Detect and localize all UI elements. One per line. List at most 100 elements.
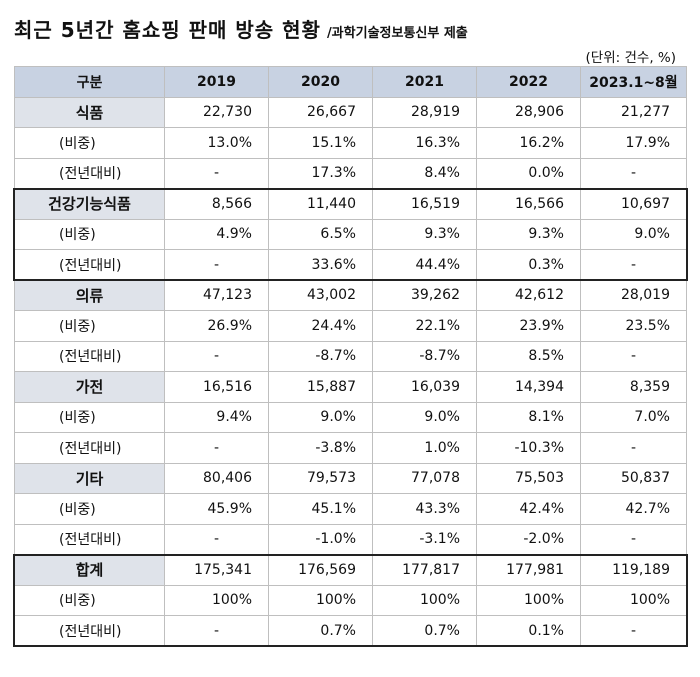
table-cell: 0.3%: [476, 249, 581, 281]
table-cell: 43,002: [268, 279, 373, 311]
table-cell: -10.3%: [476, 432, 581, 464]
table-cell: -8.7%: [268, 340, 373, 372]
sub-label: (비중): [14, 401, 165, 433]
share-row: (비중) 9.4% 9.0% 9.0% 8.1% 7.0%: [14, 401, 687, 433]
sub-label: (전년대비): [14, 157, 165, 189]
table-cell: 16.2%: [476, 127, 581, 159]
table-cell: 77,078: [372, 462, 477, 494]
table-cell: -3.8%: [268, 432, 373, 464]
table-cell: 28,906: [476, 96, 581, 128]
subtitle-text: /과학기술정보통신부 제출: [326, 26, 468, 41]
share-row: (비중) 45.9% 45.1% 43.3% 42.4% 42.7%: [14, 493, 687, 525]
table-cell: 8.4%: [372, 157, 477, 189]
table-cell: 0.7%: [372, 615, 477, 647]
table-cell: 16,039: [372, 371, 477, 403]
table-cell: 23.9%: [476, 310, 581, 342]
table-cell: 26.9%: [164, 310, 269, 342]
table-cell: 45.9%: [164, 493, 269, 525]
table-cell: 22.1%: [372, 310, 477, 342]
table-cell: 9.3%: [372, 218, 477, 250]
header-category: 구분: [14, 66, 165, 98]
table-cell: 28,019: [580, 279, 687, 311]
table-cell: 15.1%: [268, 127, 373, 159]
table-cell: -: [580, 432, 687, 464]
table-cell: 100%: [476, 584, 581, 616]
title-text: 최근 5년간 홈쇼핑 판매 방송 현황: [14, 18, 321, 42]
table-cell: -8.7%: [372, 340, 477, 372]
table-cell: 100%: [372, 584, 477, 616]
sales-table: 구분 2019 2020 2021 2022 2023.1~8월 식품 22,73…: [14, 66, 687, 647]
table-cell: 0.1%: [476, 615, 581, 647]
table-cell: 0.7%: [268, 615, 373, 647]
table-cell: 11,440: [268, 188, 373, 220]
table-cell: 75,503: [476, 462, 581, 494]
header-row: 구분 2019 2020 2021 2022 2023.1~8월: [14, 66, 687, 98]
table-cell: 6.5%: [268, 218, 373, 250]
category-row: 의류 47,123 43,002 39,262 42,612 28,019: [14, 279, 687, 311]
table-cell: 22,730: [164, 96, 269, 128]
table-cell: 177,981: [476, 554, 581, 586]
table-cell: 16,519: [372, 188, 477, 220]
table-cell: 80,406: [164, 462, 269, 494]
table-cell: -3.1%: [372, 523, 477, 555]
sub-label: (비중): [14, 310, 165, 342]
table-cell: 14,394: [476, 371, 581, 403]
table-cell: -: [580, 340, 687, 372]
header-2019: 2019: [164, 66, 269, 98]
table-cell: 7.0%: [580, 401, 687, 433]
category-label: 식품: [14, 96, 165, 128]
header-2022: 2022: [476, 66, 581, 98]
table-cell: -: [164, 340, 269, 372]
table-cell: 100%: [164, 584, 269, 616]
table-cell: 9.0%: [268, 401, 373, 433]
header-2020: 2020: [268, 66, 373, 98]
table-cell: 8,566: [164, 188, 269, 220]
table-cell: 17.3%: [268, 157, 373, 189]
table-cell: 8.5%: [476, 340, 581, 372]
table-cell: 21,277: [580, 96, 687, 128]
table-cell: 8,359: [580, 371, 687, 403]
table-cell: 16,566: [476, 188, 581, 220]
table-cell: 15,887: [268, 371, 373, 403]
table-cell: 0.0%: [476, 157, 581, 189]
table-cell: 44.4%: [372, 249, 477, 281]
table-cell: -: [580, 249, 687, 281]
share-row: (비중) 13.0% 15.1% 16.3% 16.2% 17.9%: [14, 127, 687, 159]
table-cell: 9.0%: [372, 401, 477, 433]
table-body: 식품 22,730 26,667 28,919 28,906 21,277 (비중) 13.0…: [14, 96, 687, 647]
yoy-row: (전년대비) - -1.0% -3.1% -2.0% -: [14, 523, 687, 555]
category-row: 기타 80,406 79,573 77,078 75,503 50,837: [14, 462, 687, 494]
category-row: 건강기능식품 8,566 11,440 16,519 16,566 10,697: [14, 188, 687, 220]
table-cell: 16,516: [164, 371, 269, 403]
table-cell: 17.9%: [580, 127, 687, 159]
table-cell: 177,817: [372, 554, 477, 586]
table-cell: 45.1%: [268, 493, 373, 525]
table-cell: 119,189: [580, 554, 687, 586]
table-cell: 33.6%: [268, 249, 373, 281]
table-cell: -: [164, 615, 269, 647]
share-row: (비중) 100% 100% 100% 100% 100%: [14, 584, 687, 616]
table-cell: 10,697: [580, 188, 687, 220]
table-cell: 26,667: [268, 96, 373, 128]
category-label: 가전: [14, 371, 165, 403]
table-cell: 23.5%: [580, 310, 687, 342]
sub-label: (전년대비): [14, 523, 165, 555]
page-title: 최근 5년간 홈쇼핑 판매 방송 현황/과학기술정보통신부 제출: [14, 14, 468, 43]
table-cell: 50,837: [580, 462, 687, 494]
unit-label: (단위: 건수, %): [585, 50, 676, 66]
sub-label: (전년대비): [14, 615, 165, 647]
yoy-row: (전년대비) -17.3% 8.4% 0.0% -: [14, 157, 687, 189]
yoy-row: (전년대비) -33.6% 44.4% 0.3% -: [14, 249, 687, 281]
table-cell: 176,569: [268, 554, 373, 586]
sub-label: (전년대비): [14, 340, 165, 372]
table-cell: 8.1%: [476, 401, 581, 433]
table-cell: 13.0%: [164, 127, 269, 159]
table-cell: 28,919: [372, 96, 477, 128]
category-row: 합계 175,341 176,569 177,817 177,981 119,189: [14, 554, 687, 586]
table-cell: -: [164, 249, 269, 281]
table-cell: 42.4%: [476, 493, 581, 525]
sub-label: (비중): [14, 127, 165, 159]
table-cell: 47,123: [164, 279, 269, 311]
table-cell: -2.0%: [476, 523, 581, 555]
table-cell: 9.4%: [164, 401, 269, 433]
